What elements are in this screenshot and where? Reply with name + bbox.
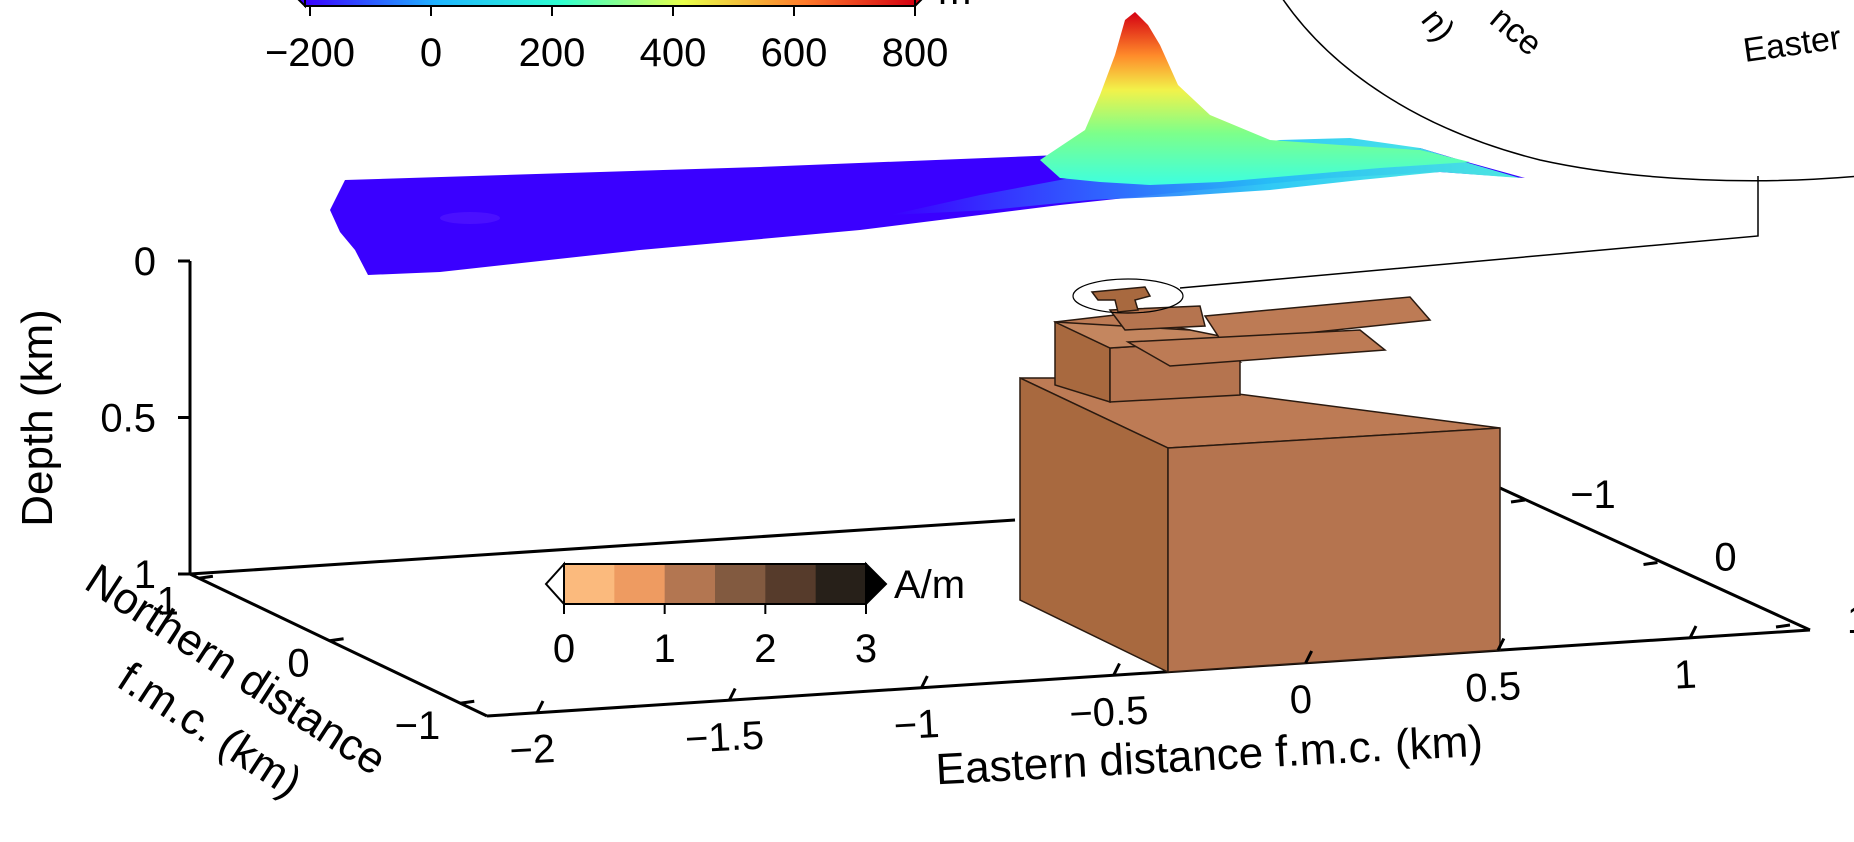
magnetization-swatch <box>816 564 867 604</box>
inset-leader-line <box>1180 176 1758 288</box>
north-tick-label: −1 <box>395 704 441 748</box>
elevation-colorbar-right-arrow <box>915 0 930 6</box>
magnetization-tick-label: 2 <box>754 627 776 671</box>
elevation-tick-label: −200 <box>265 31 355 75</box>
depth-axis-title: Depth (km) <box>13 309 62 527</box>
right-floor-line <box>1500 488 1810 630</box>
magnetization-tick-label: 1 <box>654 627 676 671</box>
east-tick-label: 1 <box>1673 652 1698 697</box>
east-tick-label: −1.5 <box>684 713 765 761</box>
east-tick-label: 0 <box>1289 677 1314 722</box>
magnetization-swatch <box>665 564 716 604</box>
right-tick-label: 1 <box>1847 598 1854 642</box>
elevation-colorbar-ticks: −200 0 200 400 600 800 <box>265 6 948 75</box>
magnetization-blocks <box>1020 279 1500 672</box>
inset-label-arc-b: nce <box>1483 0 1549 63</box>
right-tick-mark <box>1511 500 1525 502</box>
magnetization-tick-label: 3 <box>855 627 877 671</box>
axes-frame <box>190 261 1810 716</box>
north-tick-mark <box>460 701 474 703</box>
right-axis-ticks: −1 0 1 <box>1511 473 1854 642</box>
magnetization-colorbar-unit: A/m <box>894 563 965 607</box>
right-tick-label: 0 <box>1714 536 1736 580</box>
magnetization-swatch <box>715 564 766 604</box>
north-tick-mark <box>330 639 344 641</box>
inset-label-arc-a: n) <box>1414 2 1463 49</box>
elevation-colorbar-unit: m <box>938 0 971 13</box>
east-axis-title: Eastern distance f.m.c. (km) <box>934 717 1484 795</box>
north-tick-mark <box>199 576 213 578</box>
right-tick-mark <box>1776 625 1790 627</box>
inset-label-eastern: Easter <box>1741 19 1844 70</box>
magnetization-colorbar-right-arrow <box>866 564 886 604</box>
magnetization-swatch <box>614 564 665 604</box>
depth-axis-ticks: 00.51 <box>100 240 190 597</box>
east-tick-label: −0.5 <box>1068 688 1149 736</box>
magnetization-colorbar-ticks: 0 1 2 3 <box>553 604 877 671</box>
depth-tick-label: 0.5 <box>100 397 156 441</box>
depth-tick-label: 0 <box>134 240 156 284</box>
topography-peak <box>1040 12 1470 185</box>
east-tick-label: −2 <box>508 727 556 773</box>
magnetization-swatch <box>765 564 816 604</box>
east-tick-label: −1 <box>893 702 941 748</box>
elevation-colorbar: −200 0 200 400 600 800 m <box>265 0 971 75</box>
elevation-colorbar-bar <box>305 0 915 6</box>
elevation-tick-label: 0 <box>420 31 442 75</box>
magnetization-colorbar-left-arrow <box>546 564 564 604</box>
elevation-tick-label: 400 <box>640 31 707 75</box>
right-tick-label: −1 <box>1570 473 1616 517</box>
east-tick-label: 0.5 <box>1464 664 1522 711</box>
elevation-tick-label: 600 <box>761 31 828 75</box>
magnetization-tick-label: 0 <box>553 627 575 671</box>
magnetization-colorbar-swatches <box>564 564 867 604</box>
magnetization-colorbar: 0 1 2 3 A/m <box>546 563 965 671</box>
elevation-colorbar-left-arrow <box>290 0 305 6</box>
elevation-tick-label: 800 <box>882 31 949 75</box>
topography-depression <box>440 212 500 224</box>
magnetization-swatch <box>564 564 615 604</box>
right-tick-mark <box>1644 563 1658 565</box>
elevation-tick-label: 200 <box>519 31 586 75</box>
main-block-front-face <box>1168 428 1500 672</box>
